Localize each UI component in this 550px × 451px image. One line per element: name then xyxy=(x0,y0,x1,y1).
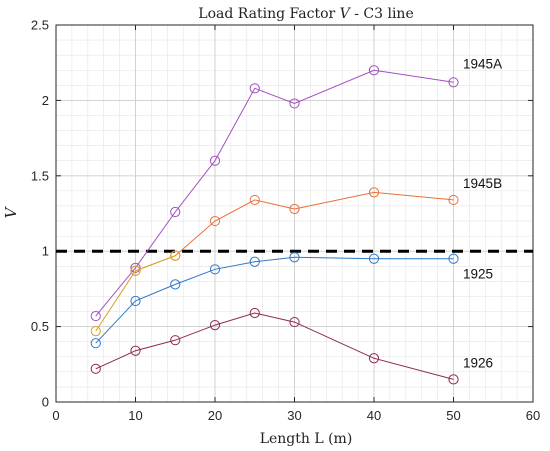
data-point-1926 xyxy=(249,307,260,319)
series-label-1945b: 1945B xyxy=(463,176,502,191)
x-tick-label: 20 xyxy=(208,408,222,423)
x-tick-label: 60 xyxy=(526,408,540,423)
x-axis-label: Length L (m) xyxy=(260,431,353,447)
data-point-unlabeled xyxy=(90,326,101,337)
data-point-1925 xyxy=(249,256,260,267)
series-label-1945a: 1945A xyxy=(463,57,502,72)
chart-title-after: - C3 line xyxy=(350,6,414,22)
chart-title-symbol: V xyxy=(340,6,352,22)
data-point-1945a xyxy=(289,98,300,109)
data-point-1926 xyxy=(209,319,221,331)
y-tick-label: 2.5 xyxy=(31,18,49,33)
data-point-1945b xyxy=(448,194,459,206)
data-point-1945a xyxy=(90,310,101,322)
data-point-1925 xyxy=(368,253,380,264)
data-point-1945a xyxy=(249,83,260,94)
series-unlabeled xyxy=(90,250,181,337)
y-tick-label: 1 xyxy=(42,244,49,259)
series-line-unlabeled xyxy=(95,255,176,332)
data-point-1945b xyxy=(249,194,260,206)
data-point-1945a xyxy=(170,206,181,218)
data-point-1925 xyxy=(130,295,141,307)
series-line-1926 xyxy=(95,312,454,380)
data-point-1945a xyxy=(448,77,459,88)
data-point-1926 xyxy=(90,363,101,374)
data-point-unlabeled xyxy=(170,250,181,261)
series-1925 xyxy=(90,252,459,349)
axis-ticks: 0 10 20 30 40 50 60 0 0.5 1 1.5 2 2.5 xyxy=(31,18,540,424)
data-point-1925 xyxy=(209,264,221,275)
series-labels: 1945A 1945B 1925 1926 xyxy=(463,57,502,371)
data-point-1945b xyxy=(289,203,300,215)
data-point-1945b xyxy=(368,187,380,198)
y-tick-label: 0.5 xyxy=(31,319,49,334)
data-point-1945a xyxy=(368,65,380,76)
chart-title-before: Load Rating Factor xyxy=(198,6,339,22)
x-tick-label: 40 xyxy=(367,408,381,423)
x-tick-label: 0 xyxy=(52,408,59,423)
data-point-1925 xyxy=(289,252,300,263)
chart-title: Load Rating Factor V - C3 line xyxy=(198,6,413,22)
series-line-1925 xyxy=(95,256,454,344)
y-tick-label: 0 xyxy=(42,395,49,410)
data-point-1926 xyxy=(170,335,181,346)
y-tick-label: 1.5 xyxy=(31,168,49,183)
series-layer xyxy=(90,65,459,385)
series-line-1945b xyxy=(135,191,454,272)
series-label-1926: 1926 xyxy=(463,355,493,370)
x-tick-label: 10 xyxy=(128,408,142,423)
data-point-1925 xyxy=(170,279,181,290)
data-point-1926 xyxy=(448,374,459,385)
series-1926 xyxy=(90,307,459,385)
series-label-1925: 1925 xyxy=(463,266,493,281)
x-tick-label: 30 xyxy=(287,408,301,423)
y-tick-label: 2 xyxy=(42,93,49,108)
data-point-1926 xyxy=(368,353,380,364)
data-point-1926 xyxy=(289,316,300,328)
data-point-unlabeled xyxy=(130,265,141,276)
series-line-1945a xyxy=(95,69,454,317)
x-tick-label: 50 xyxy=(446,408,460,423)
y-axis-label: V xyxy=(2,205,20,218)
data-point-1945b xyxy=(209,215,221,227)
data-point-1925 xyxy=(90,338,101,349)
data-point-1945a xyxy=(209,155,221,166)
data-point-1925 xyxy=(448,253,459,264)
data-point-1945a xyxy=(130,262,141,273)
data-point-1926 xyxy=(130,345,141,356)
series-1945a xyxy=(90,65,459,322)
